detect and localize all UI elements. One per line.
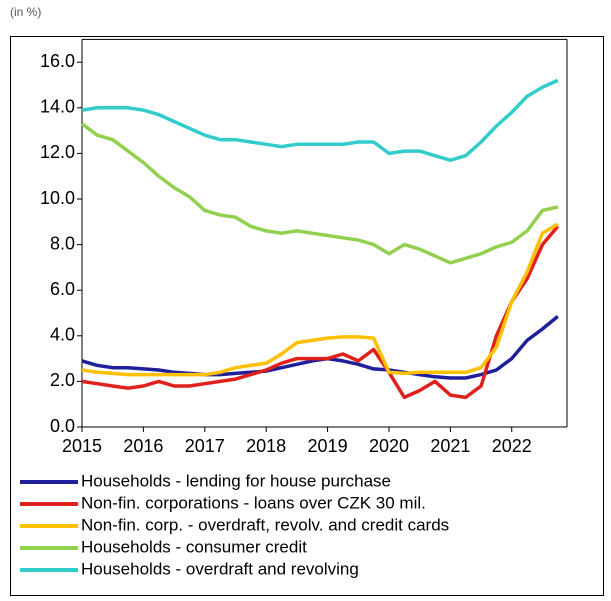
x-tick-label: 2021 [430,436,470,456]
series-line [81,225,560,400]
x-tick-label: 2016 [123,436,163,456]
y-tick-label: 12.0 [40,142,75,162]
y-tick-label: 8.0 [50,233,75,253]
chart-subtitle: (in %) [10,5,41,19]
legend-label: Non-fin. corporations - loans over CZK 3… [81,493,426,512]
y-tick-label: 2.0 [50,370,75,390]
chart-frame [10,36,604,596]
legend-label: Households - consumer credit [81,537,307,556]
x-tick-label: 2022 [492,436,532,456]
y-tick-label: 0.0 [50,416,75,436]
legend-label: Non-fin. corp. - overdraft, revolv. and … [81,515,449,534]
x-tick-label: 2015 [62,436,102,456]
x-tick-label: 2019 [308,436,348,456]
legend-label: Households - overdraft and revolving [81,559,359,578]
y-tick-label: 4.0 [50,325,75,345]
legend-label: Households - lending for house purchase [81,471,391,490]
y-tick-label: 16.0 [40,51,75,71]
x-tick-label: 2018 [246,436,286,456]
y-tick-label: 10.0 [40,188,75,208]
series-line [80,122,559,265]
series-line [81,222,559,377]
x-tick-label: 2020 [369,436,409,456]
x-tick-label: 2017 [185,436,225,456]
y-tick-label: 14.0 [40,97,75,117]
series-line [81,78,559,162]
y-tick-label: 6.0 [50,279,75,299]
